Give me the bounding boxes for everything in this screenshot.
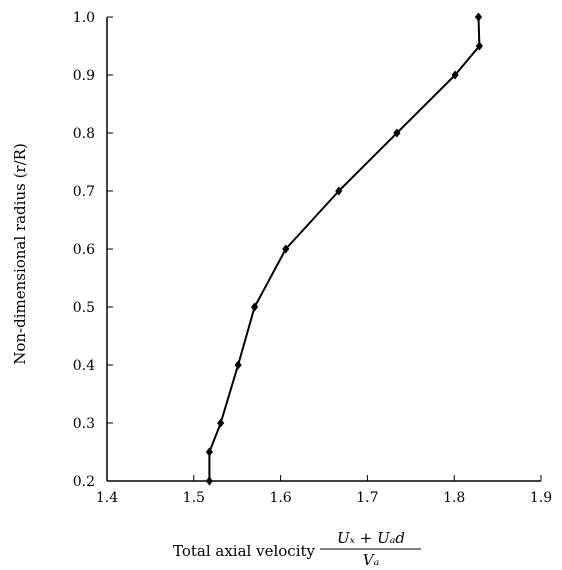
plot-frame [106, 17, 541, 482]
data-point-marker [205, 476, 213, 486]
series-line [208, 16, 481, 481]
x-tick-label: 1.6 [269, 490, 291, 506]
x-axis-ticks: 1.4 1.5 1.6 1.7 1.8 1.9 [96, 475, 552, 506]
y-tick-label: 0.6 [73, 242, 95, 258]
x-axis-label-numerator: Uₓ + Uₐd [337, 529, 405, 547]
y-tick-label: 0.9 [73, 68, 95, 84]
y-axis-label: Non-dimensional radius (r/R) [11, 143, 29, 365]
y-tick-label: 0.5 [73, 300, 95, 316]
x-axis-label-denominator: Vₐ [363, 551, 379, 569]
x-tick-label: 1.7 [356, 490, 378, 506]
y-tick-label: 0.2 [73, 474, 95, 490]
data-point-marker [234, 360, 242, 370]
data-point-marker [474, 12, 483, 22]
y-tick-label: 0.8 [73, 126, 95, 142]
x-tick-label: 1.8 [443, 490, 465, 506]
data-point-marker [282, 244, 290, 254]
data-point-marker [475, 41, 483, 51]
data-point-marker [205, 447, 213, 457]
y-tick-label: 1.0 [73, 10, 95, 26]
y-tick-label: 0.4 [73, 358, 95, 374]
y-tick-label: 0.3 [73, 416, 95, 432]
data-point-marker [251, 302, 259, 312]
y-axis-ticks: 0.2 0.3 0.4 0.5 0.6 0.7 0.8 0.9 1.0 [73, 10, 113, 490]
data-point-marker [393, 128, 401, 138]
series-group [205, 12, 483, 486]
data-point-marker [217, 418, 225, 428]
x-tick-label: 1.5 [183, 490, 205, 506]
data-point-marker [335, 186, 343, 196]
data-point-marker [451, 70, 459, 80]
x-tick-label: 1.9 [530, 490, 552, 506]
y-tick-label: 0.7 [73, 184, 95, 200]
x-axis-label: Total axial velocity [173, 542, 316, 560]
x-tick-label: 1.4 [96, 490, 118, 506]
